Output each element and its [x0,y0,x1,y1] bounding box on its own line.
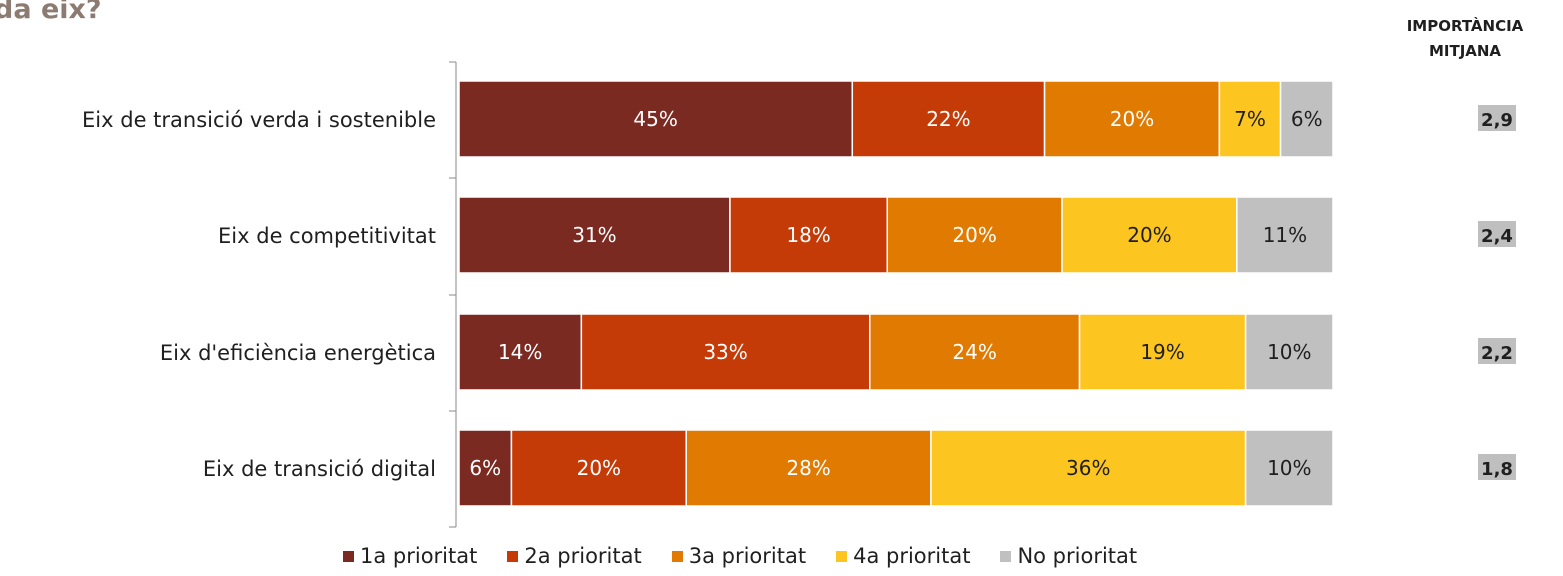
legend-label-2a-prioritat: 2a prioritat [524,544,642,568]
average-importance-header-line-1: IMPORTÀNCIA [1406,17,1524,35]
category-label-eix-de-transicio-verda-i-sostenible: Eix de transició verda i sostenible [82,108,436,132]
legend-item-no-prioritat: No prioritat [1000,544,1137,568]
legend-swatch-no-prioritat [1000,550,1012,562]
bar-segment-4a-prioritat [1061,196,1238,274]
bar-segment-3a-prioritat [869,313,1081,391]
data-label-3a-prioritat: 28% [786,456,830,480]
legend-label-3a-prioritat: 3a prioritat [688,544,807,568]
bar-segment-2a-prioritat [510,429,687,507]
legend-item-1a-prioritat: 1a prioritat [343,544,477,568]
bar-segment-3a-prioritat [685,429,932,507]
legend-label-4a-prioritat: 4a prioritat [853,544,971,568]
bar-segment-1a-prioritat [458,429,513,507]
legend-swatch-4a-prioritat [836,550,848,562]
bar-segment-no-prioritat [1236,196,1334,274]
data-label-2a-prioritat: 22% [926,107,970,131]
data-label-4a-prioritat: 36% [1066,456,1110,480]
data-label-4a-prioritat: 19% [1140,340,1184,364]
average-importance-value: 2,9 [1481,110,1513,131]
average-importance-value: 1,8 [1481,459,1513,480]
data-label-no-prioritat: 10% [1267,340,1311,364]
average-importance-box [1478,105,1516,131]
legend-swatch-1a-prioritat [343,550,354,562]
data-label-3a-prioritat: 20% [952,223,996,247]
data-label-4a-prioritat: 7% [1234,107,1266,131]
legend-item-4a-prioritat: 4a prioritat [836,544,970,568]
category-label-eix-de-competitivitat: Eix de competitivitat [218,224,436,248]
bar-segment-4a-prioritat [1078,313,1247,391]
average-importance-value: 2,2 [1481,343,1513,364]
data-label-3a-prioritat: 20% [1110,107,1154,131]
average-importance-box [1478,454,1516,480]
data-label-2a-prioritat: 18% [786,223,830,247]
legend-item-3a-prioritat: 3a prioritat [671,544,807,568]
bar-segment-1a-prioritat [458,313,583,391]
data-label-no-prioritat: 11% [1263,223,1307,247]
legend-label-1a-prioritat: 1a prioritat [360,544,478,568]
bar-segment-1a-prioritat [458,196,731,274]
data-label-3a-prioritat: 24% [952,340,996,364]
average-importance-header: IMPORTÀNCIA MITJANA [1380,14,1550,64]
bar-segment-no-prioritat [1244,313,1334,391]
legend-swatch-2a-prioritat [507,550,519,562]
legend-swatch-3a-prioritat [671,550,683,562]
legend-item-2a-prioritat: 2a prioritat [507,544,642,568]
data-label-4a-prioritat: 20% [1127,223,1171,247]
average-importance-box [1478,221,1516,247]
data-label-1a-prioritat: 14% [498,340,542,364]
bar-segment-1a-prioritat [458,80,854,158]
data-label-no-prioritat: 6% [1291,107,1323,131]
category-label-eix-d-eficiencia-energetica: Eix d'eficiència energètica [160,341,436,365]
category-label-eix-de-transicio-digital: Eix de transició digital [203,457,436,481]
average-importance-box [1478,338,1516,364]
bar-segment-4a-prioritat [930,429,1247,507]
average-importance-header-line-2: MITJANA [1428,42,1502,60]
average-importance-value: 2,4 [1481,226,1513,247]
legend-label-no-prioritat: No prioritat [1017,544,1138,568]
data-label-no-prioritat: 10% [1267,456,1311,480]
chart-legend: 1a prioritat 2a prioritat 3a prioritat 4… [343,544,1137,568]
data-label-1a-prioritat: 31% [572,223,616,247]
bar-segment-3a-prioritat [886,196,1063,274]
data-label-2a-prioritat: 33% [703,340,747,364]
data-label-1a-prioritat: 45% [633,107,677,131]
bar-segment-no-prioritat [1279,80,1334,158]
page-title: da eix? [0,0,102,25]
data-label-2a-prioritat: 20% [577,456,621,480]
bar-segment-2a-prioritat [580,313,871,391]
bar-segment-no-prioritat [1244,429,1334,507]
data-label-1a-prioritat: 6% [469,456,501,480]
